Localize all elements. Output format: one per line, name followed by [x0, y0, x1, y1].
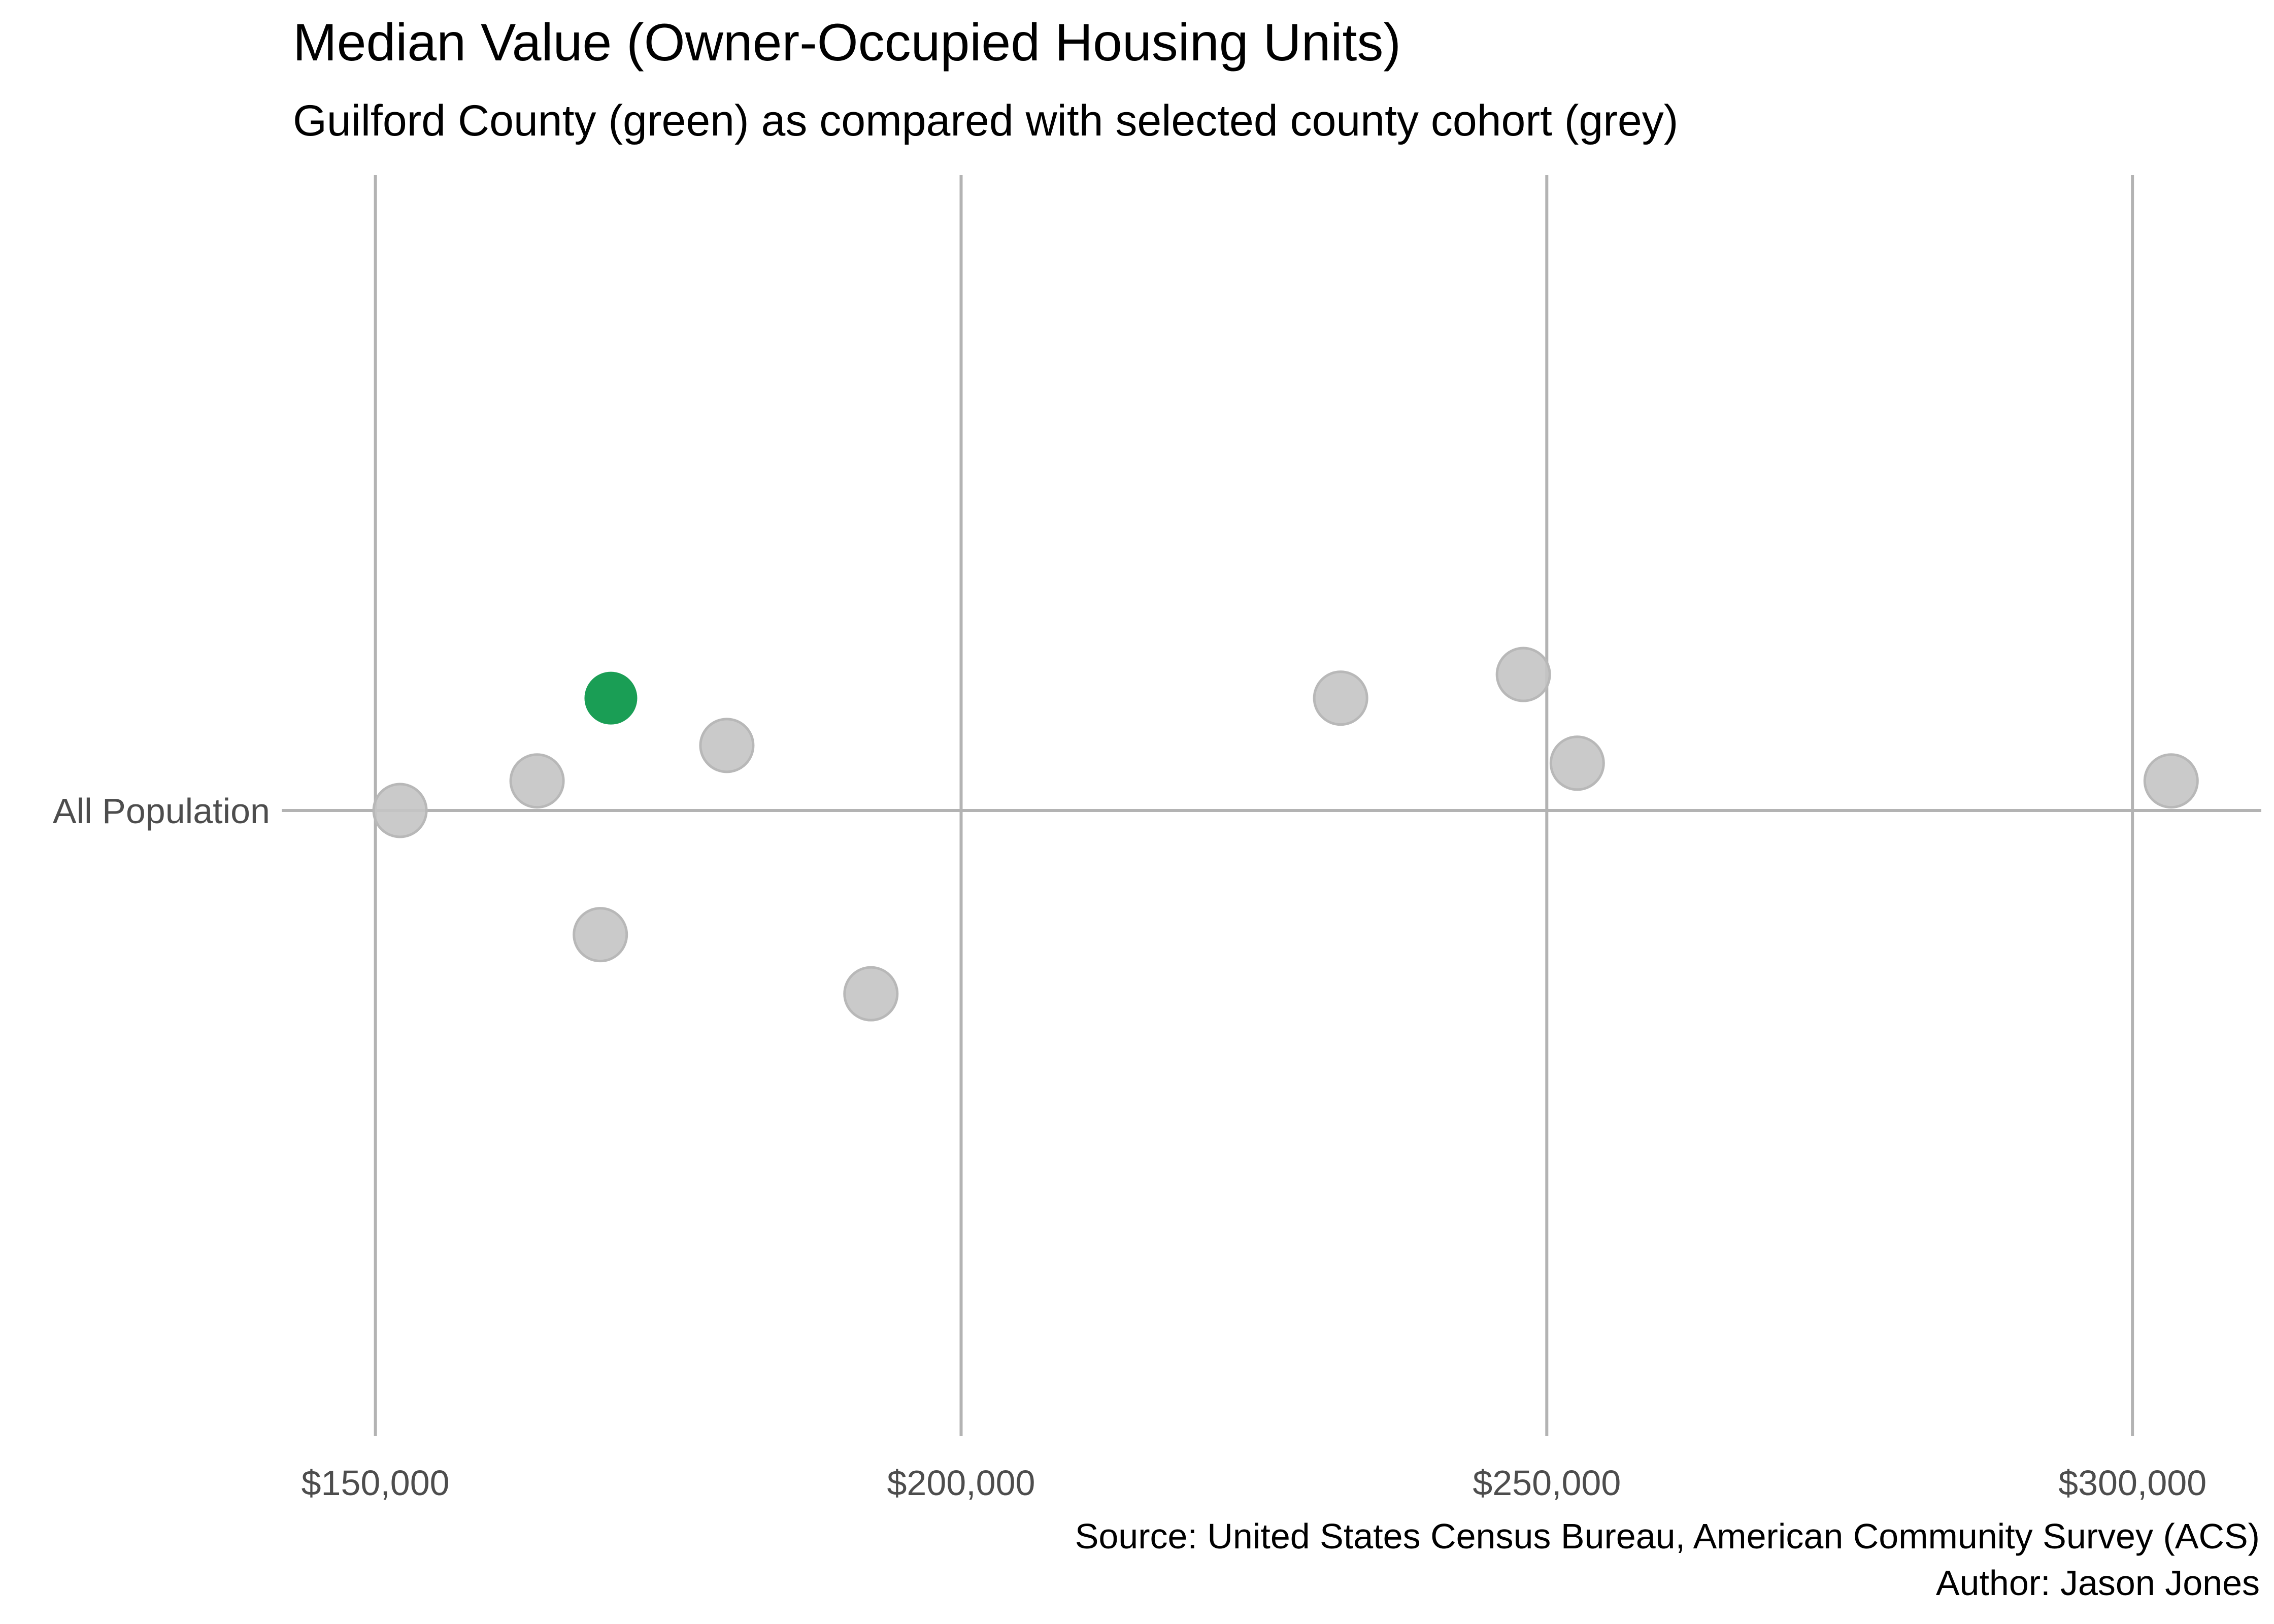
- data-point: [1313, 670, 1368, 726]
- data-point: [2143, 753, 2199, 809]
- caption-line: Author: Jason Jones: [1936, 1563, 2260, 1603]
- grid: [282, 175, 2261, 1436]
- data-point: [1549, 735, 1605, 791]
- data-point: [573, 907, 628, 963]
- caption-line: Source: United States Census Bureau, Ame…: [1075, 1516, 2260, 1556]
- data-points: [372, 647, 2199, 1022]
- data-point-highlight: [584, 671, 638, 725]
- data-point: [843, 966, 899, 1022]
- x-tick-label: $150,000: [302, 1463, 450, 1503]
- chart-title: Median Value (Owner-Occupied Housing Uni…: [293, 13, 1401, 72]
- data-point: [372, 783, 428, 838]
- caption: Source: United States Census Bureau, Ame…: [1075, 1516, 2260, 1603]
- x-tick-label: $300,000: [2058, 1463, 2206, 1503]
- axis-labels: $150,000 $200,000 $250,000 $300,000 All Popu…: [53, 791, 2206, 1503]
- x-tick-label: $200,000: [887, 1463, 1035, 1503]
- data-point: [1495, 647, 1551, 702]
- chart-subtitle: Guilford County (green) as compared with…: [293, 96, 1678, 145]
- data-point: [699, 718, 755, 773]
- data-point: [509, 753, 565, 809]
- y-category-label: All Population: [53, 791, 270, 831]
- x-tick-label: $250,000: [1473, 1463, 1621, 1503]
